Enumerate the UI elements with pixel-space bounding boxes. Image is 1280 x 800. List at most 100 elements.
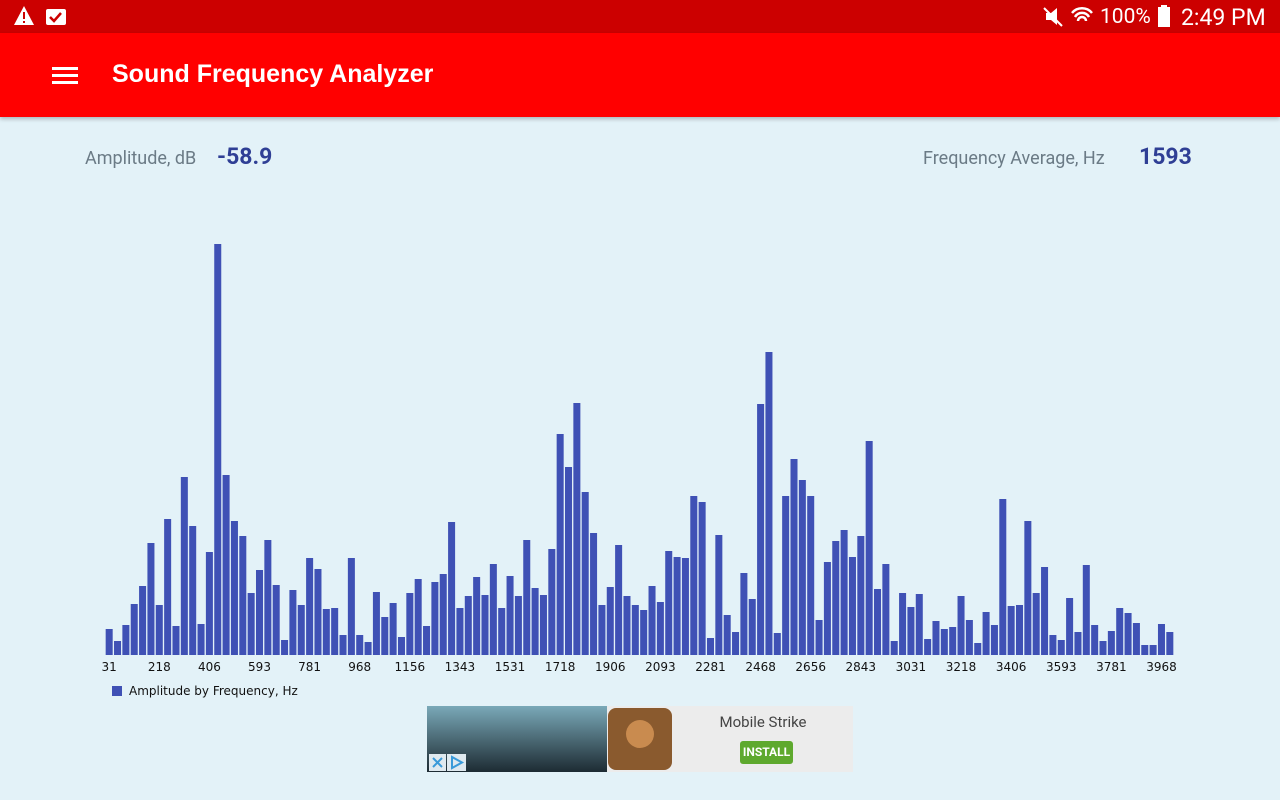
x-tick-label: 2843 — [846, 660, 877, 674]
x-tick-label: 2093 — [645, 660, 676, 674]
bar — [356, 635, 364, 655]
bar — [1149, 645, 1157, 655]
bar — [214, 244, 222, 655]
bar — [372, 592, 380, 655]
bar — [1132, 623, 1140, 655]
bar — [773, 633, 781, 655]
bar — [347, 558, 355, 655]
notification-icons — [14, 6, 66, 25]
bar — [1091, 625, 1099, 655]
bar — [1082, 565, 1090, 655]
bar — [815, 620, 823, 655]
bar — [439, 574, 447, 655]
bar — [297, 605, 305, 655]
bar — [381, 617, 389, 655]
bar — [606, 587, 614, 655]
bar — [122, 625, 130, 655]
x-tick-label: 31 — [102, 660, 117, 674]
bar — [189, 526, 197, 655]
bar — [590, 533, 598, 655]
bar — [205, 552, 213, 655]
bar — [631, 605, 639, 655]
bar — [1032, 593, 1040, 655]
bar — [247, 593, 255, 655]
bar — [565, 467, 573, 655]
clock: 2:49 PM — [1181, 4, 1266, 31]
bar — [1166, 632, 1174, 655]
bar — [431, 582, 439, 655]
bar — [907, 607, 915, 655]
bar — [648, 586, 656, 655]
bar — [598, 605, 606, 655]
bar — [882, 564, 890, 655]
bar — [890, 641, 898, 655]
bar — [1141, 645, 1149, 655]
bar — [172, 626, 180, 655]
bar — [456, 608, 464, 655]
bar — [790, 459, 798, 655]
bar — [1015, 605, 1024, 655]
x-tick-label: 218 — [148, 660, 171, 674]
bar — [481, 595, 489, 655]
bar — [1057, 640, 1065, 655]
bar — [255, 570, 264, 655]
bar — [665, 551, 673, 655]
bar — [1157, 624, 1165, 655]
bar — [732, 632, 740, 655]
bar — [623, 596, 631, 655]
bar — [949, 627, 957, 655]
bar — [715, 535, 723, 655]
bar — [222, 475, 230, 655]
bar — [1099, 641, 1107, 655]
bar — [155, 605, 163, 655]
bar — [272, 585, 280, 655]
bar — [523, 540, 531, 655]
x-tick-label: 3406 — [996, 660, 1027, 674]
bar — [681, 558, 689, 655]
legend-label: Amplitude by Frequency, Hz — [129, 684, 298, 698]
bar — [164, 519, 172, 655]
ad-banner[interactable]: Mobile Strike INSTALL — [427, 706, 853, 772]
bar — [306, 558, 314, 655]
bar — [1041, 567, 1049, 655]
bar — [899, 593, 907, 655]
bar — [581, 492, 589, 655]
bar — [915, 594, 923, 655]
bar — [389, 603, 397, 655]
bar — [640, 610, 648, 655]
bar — [531, 588, 539, 655]
x-tick-label: 2468 — [745, 660, 776, 674]
bar — [848, 557, 856, 655]
bar — [464, 596, 472, 655]
bar — [1049, 635, 1057, 655]
bar — [857, 536, 865, 655]
bar — [289, 590, 297, 655]
x-tick-label: 1718 — [545, 660, 576, 674]
menu-button[interactable] — [45, 56, 85, 96]
bar — [239, 536, 247, 655]
bar — [105, 629, 113, 655]
bar — [1116, 608, 1124, 655]
x-tick-label: 1343 — [445, 660, 476, 674]
x-tick-label: 593 — [248, 660, 271, 674]
bar — [757, 404, 765, 655]
bar — [723, 615, 731, 655]
status-bar: 100% 2:49 PM — [0, 0, 1280, 33]
bar — [765, 352, 773, 655]
x-tick-label: 3593 — [1046, 660, 1077, 674]
ad-install-button[interactable]: INSTALL — [742, 745, 791, 759]
bar — [139, 586, 147, 655]
bar — [114, 641, 122, 655]
bar — [748, 599, 756, 655]
bar — [414, 579, 422, 655]
bar — [807, 496, 815, 655]
bar — [932, 621, 940, 655]
bar — [498, 608, 506, 655]
bar — [656, 602, 664, 655]
frequency-value: 1593 — [1139, 143, 1192, 170]
bar — [698, 502, 706, 655]
bar — [514, 596, 522, 655]
legend-swatch — [112, 686, 122, 696]
app-bar: Sound Frequency Analyzer — [0, 33, 1280, 117]
